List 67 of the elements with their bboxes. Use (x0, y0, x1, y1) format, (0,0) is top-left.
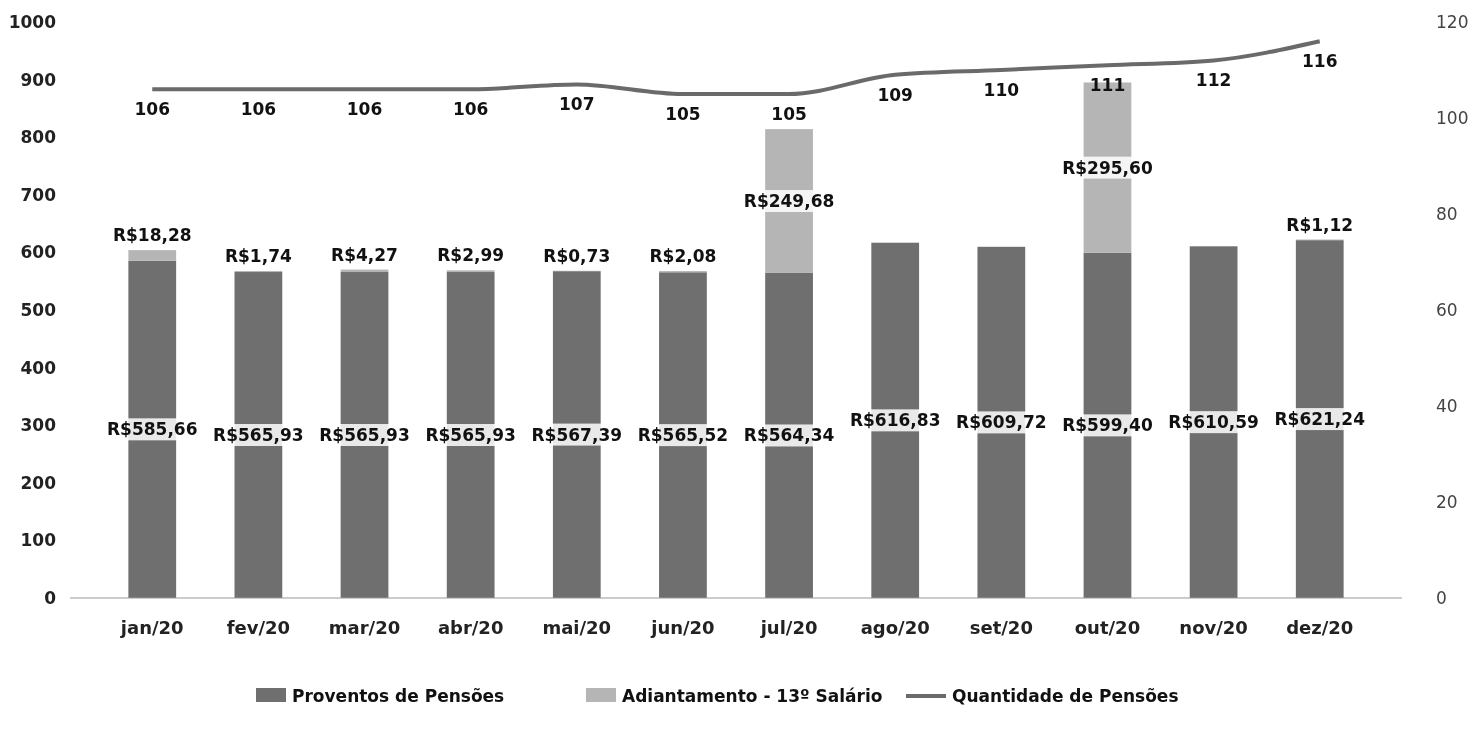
y-tick-label: 800 (20, 127, 57, 148)
x-tick-label: mai/20 (542, 617, 612, 638)
data-label: 106 (240, 99, 277, 120)
x-tick-label: jul/20 (759, 617, 818, 638)
data-label: 112 (1195, 70, 1232, 91)
y-tick-label: 0 (44, 588, 57, 608)
y-tick-label: 1000 (8, 12, 57, 32)
data-label: R$565,93 (213, 425, 304, 446)
data-label: R$295,60 (1062, 157, 1153, 178)
data-label: 107 (559, 94, 595, 115)
y-tick-label: 400 (20, 357, 57, 378)
data-label: 106 (346, 99, 383, 120)
data-label: R$0,73 (543, 245, 611, 266)
data-label: 105 (665, 104, 701, 124)
data-label: 106 (134, 99, 170, 120)
data-label: 106 (452, 99, 489, 120)
x-tick-label: dez/20 (1286, 617, 1354, 638)
data-label: R$1,74 (224, 246, 292, 267)
legend-label: Proventos de Pensões (292, 686, 505, 706)
data-label: 105 (771, 104, 807, 124)
y-tick-label: 600 (20, 242, 57, 263)
x-tick-label: nov/20 (1179, 617, 1248, 638)
x-tick-label: abr/20 (437, 617, 504, 638)
x-tick-label: jun/20 (650, 617, 715, 638)
y2-tick-label: 120 (1436, 12, 1469, 32)
data-label: R$565,52 (637, 425, 729, 446)
data-label: R$621,24 (1274, 409, 1366, 430)
y2-tick-label: 100 (1436, 108, 1469, 128)
data-label: 109 (877, 84, 913, 105)
data-label: 116 (1301, 51, 1338, 72)
y2-tick-label: 20 (1436, 492, 1458, 512)
y-tick-label: 200 (20, 472, 57, 493)
y-tick-label: 900 (20, 69, 57, 90)
x-tick-label: ago/20 (860, 617, 930, 638)
data-label: R$564,34 (743, 425, 835, 446)
data-label: R$565,93 (319, 425, 410, 446)
data-label: R$609,72 (956, 412, 1047, 433)
data-label: 111 (1089, 75, 1126, 96)
data-label: R$4,27 (331, 244, 398, 265)
x-tick-label: jan/20 (119, 617, 184, 638)
data-label: R$585,66 (106, 419, 198, 440)
bar (128, 250, 177, 261)
data-label: R$1,12 (1286, 214, 1354, 235)
data-label: R$18,28 (112, 225, 192, 246)
data-label: R$616,83 (849, 410, 941, 431)
data-label: R$567,39 (531, 424, 623, 445)
data-label: R$599,40 (1062, 415, 1153, 436)
data-label: R$565,93 (425, 425, 516, 446)
y2-tick-label: 40 (1436, 396, 1458, 416)
y-tick-label: 300 (20, 415, 57, 436)
x-tick-label: mar/20 (328, 617, 401, 638)
x-tick-label: set/20 (969, 617, 1033, 638)
y-tick-label: 500 (20, 300, 57, 320)
y-tick-label: 100 (20, 530, 57, 551)
data-label: R$610,59 (1168, 412, 1259, 433)
x-tick-label: fev/20 (226, 617, 291, 638)
y2-tick-label: 0 (1436, 588, 1447, 608)
data-label: R$249,68 (743, 191, 835, 212)
y2-tick-label: 60 (1436, 300, 1458, 320)
data-label: R$2,99 (437, 245, 505, 266)
data-label: R$2,08 (649, 246, 717, 267)
x-tick-label: out/20 (1074, 617, 1141, 638)
legend-label: Quantidade de Pensões (952, 686, 1179, 706)
legend-label: Adiantamento - 13º Salário (622, 686, 883, 706)
y2-tick-label: 80 (1436, 204, 1458, 224)
data-label: 110 (983, 80, 1020, 100)
y-tick-label: 700 (20, 184, 57, 205)
